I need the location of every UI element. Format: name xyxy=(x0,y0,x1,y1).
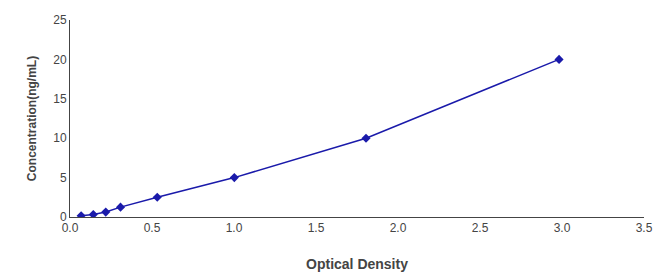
svg-text:3.0: 3.0 xyxy=(554,221,571,235)
svg-text:0.0: 0.0 xyxy=(62,221,79,235)
svg-text:20: 20 xyxy=(53,53,67,67)
svg-text:1.0: 1.0 xyxy=(226,221,243,235)
svg-text:3.5: 3.5 xyxy=(636,221,653,235)
svg-text:5: 5 xyxy=(60,171,67,185)
svg-text:25: 25 xyxy=(53,13,67,27)
svg-text:2.0: 2.0 xyxy=(390,221,407,235)
svg-text:0: 0 xyxy=(60,210,67,224)
svg-text:2.5: 2.5 xyxy=(472,221,489,235)
svg-text:Optical Density: Optical Density xyxy=(306,256,408,272)
svg-text:1.5: 1.5 xyxy=(308,221,325,235)
svg-text:15: 15 xyxy=(53,92,67,106)
svg-text:Concentration(ng/mL): Concentration(ng/mL) xyxy=(25,56,39,181)
svg-text:10: 10 xyxy=(53,131,67,145)
svg-text:0.5: 0.5 xyxy=(144,221,161,235)
